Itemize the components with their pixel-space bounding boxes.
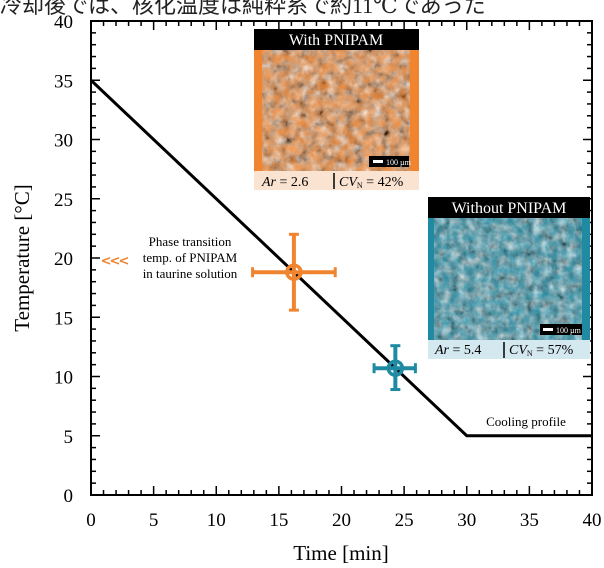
y-tick-label: 20 (54, 249, 73, 270)
x-tick-label: 40 (583, 510, 602, 531)
inset-with-pnipam-ar-label: Ar (261, 175, 277, 190)
inset-without-pnipam-scale-bg (540, 324, 582, 335)
y-tick-label: 35 (54, 71, 73, 92)
x-tick-label: 35 (520, 510, 539, 531)
inset-with-pnipam-ar: Ar = 2.6 (261, 175, 308, 190)
inset-without-pnipam-cv-value: = 57% (533, 343, 574, 358)
y-tick-label: 30 (54, 131, 73, 152)
x-tick-label: 10 (207, 510, 226, 531)
inset-with-pnipam-caption-bg (254, 171, 419, 190)
inset-without-pnipam-caption-bg (428, 340, 590, 359)
inset-with-pnipam-cv-label: CV (339, 175, 358, 190)
axis-tick-labels: 0 5 10 15 20 25 30 35 40 0 5 10 15 20 25 30 35 40 (54, 12, 602, 531)
y-tick-label: 0 (64, 486, 74, 507)
x-tick-label: 0 (86, 510, 96, 531)
inset-without-pnipam-scale-bar (543, 328, 553, 331)
x-tick-label: 25 (395, 510, 414, 531)
phase-transition-line-1: Phase transition (149, 234, 232, 249)
inset-with-pnipam-cv: CVN = 42% (339, 175, 404, 190)
y-axis-title: Temperature [°C] (10, 184, 34, 331)
phase-transition-line-2: temp. of PNIPAM (143, 250, 238, 265)
axis-ticks (90, 20, 593, 496)
inset-with-pnipam: With PNIPAM 100 µm Ar = 2.6 CVN = 42% (254, 29, 419, 190)
inset-without-pnipam-title-bg (428, 197, 590, 218)
x-tick-label: 5 (149, 510, 159, 531)
inset-with-pnipam-cv-value: = 42% (363, 175, 404, 190)
inset-without-pnipam-ar: Ar = 5.4 (434, 343, 481, 358)
error-bar-markers (251, 232, 417, 392)
marker-without-pnipam (372, 344, 417, 392)
phase-transition-arrow: <<< (101, 254, 129, 269)
inset-without-pnipam-sem-image (434, 217, 582, 340)
inset-with-pnipam-title-bg (254, 29, 419, 50)
inset-without-pnipam-ar-value: = 5.4 (449, 343, 481, 358)
inset-without-pnipam: Without PNIPAM 100 µm Ar = 5.4 CVN = 57% (428, 197, 590, 359)
cooling-profile-line (89, 79, 592, 438)
x-tick-label: 30 (457, 510, 476, 531)
inset-with-pnipam-scale-label: 100 µm (386, 158, 412, 167)
y-tick-label: 10 (54, 368, 73, 389)
inset-with-pnipam-sem-image (262, 48, 410, 171)
inset-with-pnipam-ar-value: = 2.6 (276, 175, 308, 190)
inset-without-pnipam-cv: CVN = 57% (509, 343, 574, 358)
y-tick-label: 40 (54, 12, 73, 33)
inset-without-pnipam-cv-sub: N (527, 349, 533, 358)
y-tick-label: 25 (54, 190, 73, 211)
y-tick-label: 15 (54, 308, 73, 329)
inset-with-pnipam-scale-bar (373, 160, 383, 163)
x-tick-label: 15 (269, 510, 288, 531)
inset-without-pnipam-scale-label: 100 µm (556, 326, 582, 335)
inset-without-pnipam-title: Without PNIPAM (452, 200, 567, 217)
inset-with-pnipam-scale-bg (369, 156, 409, 167)
data-point (285, 263, 303, 281)
x-tick-label: 20 (332, 510, 351, 531)
x-axis-title: Time [min] (293, 541, 388, 565)
inset-with-pnipam-cv-sub: N (357, 181, 363, 190)
data-point (386, 359, 405, 377)
inset-without-pnipam-cv-label: CV (509, 343, 528, 358)
marker-with-pnipam (251, 232, 337, 312)
y-tick-label: 5 (64, 427, 74, 448)
inset-with-pnipam-title: With PNIPAM (289, 32, 383, 49)
header-text: 冷却後では、核化温度は純粋系で約11℃であった (0, 0, 486, 18)
phase-transition-line-3: in taurine solution (143, 266, 238, 281)
cooling-profile-label: Cooling profile (486, 414, 566, 429)
inset-without-pnipam-ar-label: Ar (434, 343, 450, 358)
